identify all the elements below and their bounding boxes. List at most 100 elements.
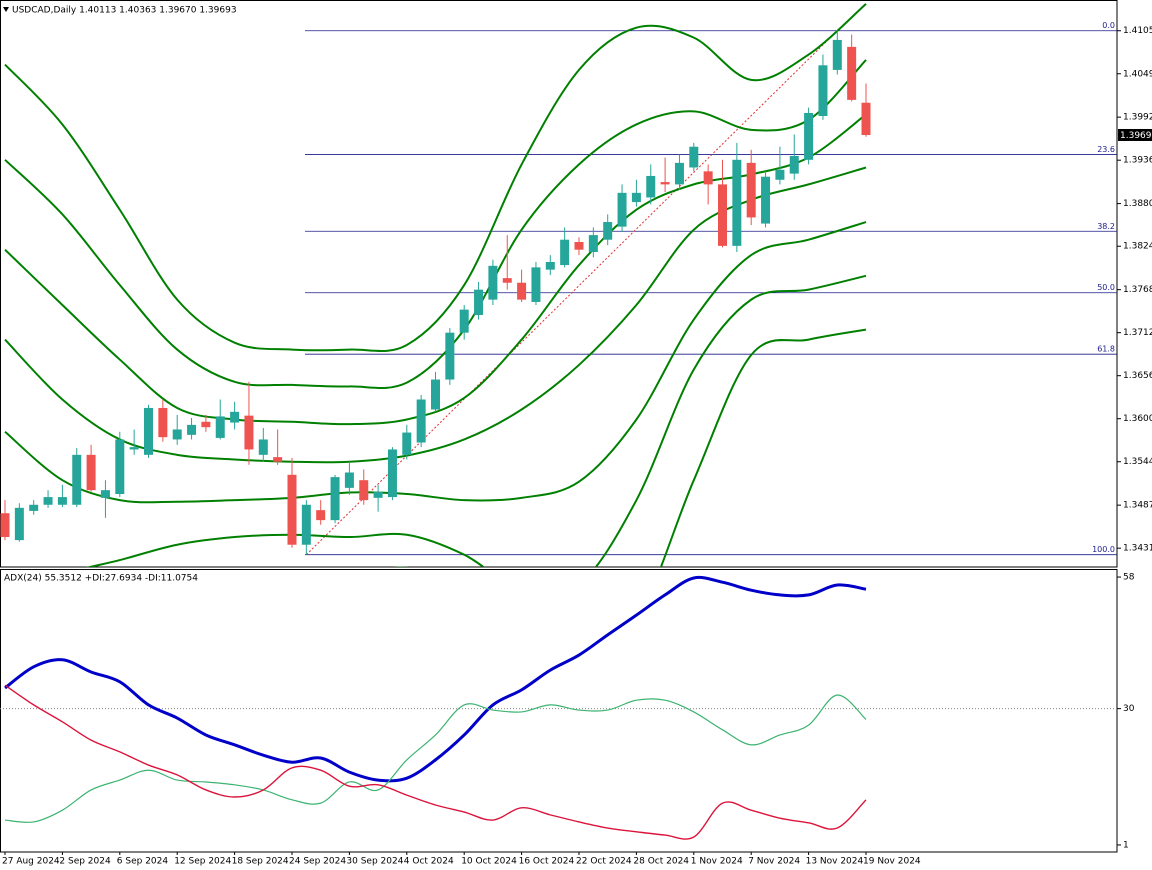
candle-body — [574, 242, 584, 250]
x-tick-label: 22 Oct 2024 — [576, 857, 632, 867]
price-tick-label: 1.36000 — [1123, 414, 1152, 424]
candle-body — [230, 411, 240, 423]
candle-body — [14, 507, 24, 541]
candle-body — [502, 278, 512, 283]
band-line — [4, 59, 867, 389]
indicator-line — [4, 684, 867, 840]
candle-body — [588, 235, 598, 252]
candle-body — [72, 454, 82, 505]
candle-body — [158, 407, 168, 438]
x-tick-label: 24 Sep 2024 — [289, 857, 346, 867]
band-line — [4, 221, 867, 504]
indicator-plot — [0, 575, 1117, 840]
candle-body — [804, 112, 814, 160]
candle-body — [718, 184, 727, 246]
candle-body — [431, 379, 440, 410]
price-tick-label: 1.35440 — [1123, 457, 1152, 467]
candle-body — [416, 399, 426, 443]
candle-body — [43, 497, 53, 505]
candle-body — [847, 46, 857, 100]
fib-label: 61.8 — [1097, 345, 1115, 354]
candle-body — [387, 449, 397, 498]
candle-body — [732, 159, 742, 246]
candle-body — [545, 261, 555, 270]
candle-body — [445, 332, 455, 380]
x-tick-label: 12 Sep 2024 — [174, 857, 231, 867]
candle-body — [258, 439, 268, 455]
candle-body — [29, 504, 39, 511]
x-tick-label: 18 Sep 2024 — [232, 857, 289, 867]
candle-body — [330, 477, 340, 521]
band-line — [4, 3, 867, 353]
candle-body — [474, 289, 484, 315]
candle-body — [689, 146, 699, 168]
candle-body — [201, 421, 211, 428]
indicator-tick-label: 1 — [1123, 840, 1129, 850]
candle-body — [603, 222, 613, 240]
last-price-label: 1.39693 — [1120, 131, 1152, 141]
candle-body — [344, 472, 354, 488]
fib-label: 0.0 — [1102, 21, 1115, 30]
candle-body — [631, 192, 641, 203]
candle-body — [187, 424, 197, 435]
x-tick-label: 1 Nov 2024 — [691, 857, 743, 867]
price-tick-label: 1.34875 — [1123, 501, 1152, 511]
price-plot: 0.0 23.6 38.2 50.0 61.8 100.0 — [0, 3, 1117, 567]
price-tick-label: 1.37120 — [1123, 328, 1152, 338]
candle-body — [789, 155, 799, 174]
x-tick-label: 27 Aug 2024 — [2, 857, 60, 867]
x-tick-label: 19 Nov 2024 — [863, 857, 921, 867]
fib-label: 38.2 — [1097, 222, 1115, 231]
band-line — [85, 274, 867, 567]
candle-body — [660, 182, 670, 185]
candle-body — [674, 162, 684, 185]
candle-body — [746, 162, 756, 218]
candle-body — [57, 497, 67, 505]
candle-body — [0, 513, 10, 538]
price-tick-label: 1.39925 — [1123, 113, 1152, 123]
menu-arrow[interactable] — [3, 7, 9, 12]
candle-body — [144, 407, 153, 455]
indicator-title: ADX(24) 55.3512 +DI:27.6934 -DI:11.0754 — [4, 574, 198, 584]
indicator-frame — [0, 569, 1118, 853]
candle-body — [459, 309, 469, 333]
candle-body — [172, 429, 182, 440]
price-tick-label: 1.40490 — [1123, 69, 1152, 79]
last-price-box — [1118, 128, 1152, 141]
candle-body — [301, 504, 311, 545]
x-tick-label: 28 Oct 2024 — [633, 857, 689, 867]
price-tick-label: 1.34315 — [1123, 544, 1152, 554]
x-tick-label: 4 Oct 2024 — [404, 857, 454, 867]
candle-body — [531, 267, 541, 302]
candle-body — [617, 192, 627, 227]
indicator-tick-label: 58 — [1123, 573, 1135, 583]
candle-body — [488, 265, 498, 300]
band-line — [4, 166, 867, 464]
fib-label: 23.6 — [1097, 145, 1115, 154]
x-tick-label: 7 Nov 2024 — [748, 857, 800, 867]
candle-body — [646, 175, 656, 198]
indicator-tick-label: 30 — [1123, 704, 1135, 714]
price-frame — [0, 0, 1118, 568]
x-tick-label: 2 Sep 2024 — [59, 857, 111, 867]
x-tick-label: 13 Nov 2024 — [806, 857, 864, 867]
price-title: USDCAD,Daily 1.40113 1.40363 1.39670 1.3… — [12, 6, 237, 16]
candle-body — [316, 510, 326, 521]
candle-body — [244, 415, 254, 450]
candle-body — [215, 416, 225, 438]
price-tick-label: 1.41050 — [1123, 26, 1152, 36]
price-tick-label: 1.38800 — [1123, 199, 1152, 209]
x-tick-label: 30 Sep 2024 — [346, 857, 403, 867]
fib-label: 100.0 — [1092, 545, 1115, 554]
candle-body — [517, 282, 527, 300]
price-tick-label: 1.36560 — [1123, 371, 1152, 381]
price-tick-label: 1.39365 — [1123, 156, 1152, 166]
price-tick-label: 1.37680 — [1123, 285, 1152, 295]
candle-body — [273, 457, 283, 462]
candle-body — [761, 176, 771, 224]
x-tick-label: 16 Oct 2024 — [519, 857, 575, 867]
candle-body — [359, 480, 369, 501]
band-line — [4, 113, 867, 426]
candle-body — [775, 169, 785, 180]
